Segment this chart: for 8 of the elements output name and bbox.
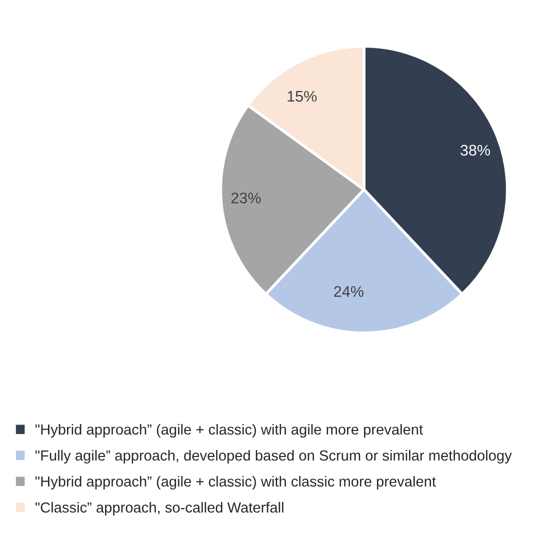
legend-label: "Classic” approach, so-called Waterfall <box>36 502 284 516</box>
legend-label: "Hybrid approach” (agile + classic) with classic more prevalent <box>36 476 436 490</box>
data-label: 23% <box>231 192 261 204</box>
data-label: 38% <box>460 144 490 156</box>
data-label: 15% <box>288 90 317 102</box>
data-label: 24% <box>334 286 364 297</box>
legend-label: "Hybrid approach” (agile + classic) with agile more prevalent <box>36 424 423 438</box>
legend-label: "Fully agile” approach, developed based on Scrum or similar methodology <box>36 450 512 464</box>
